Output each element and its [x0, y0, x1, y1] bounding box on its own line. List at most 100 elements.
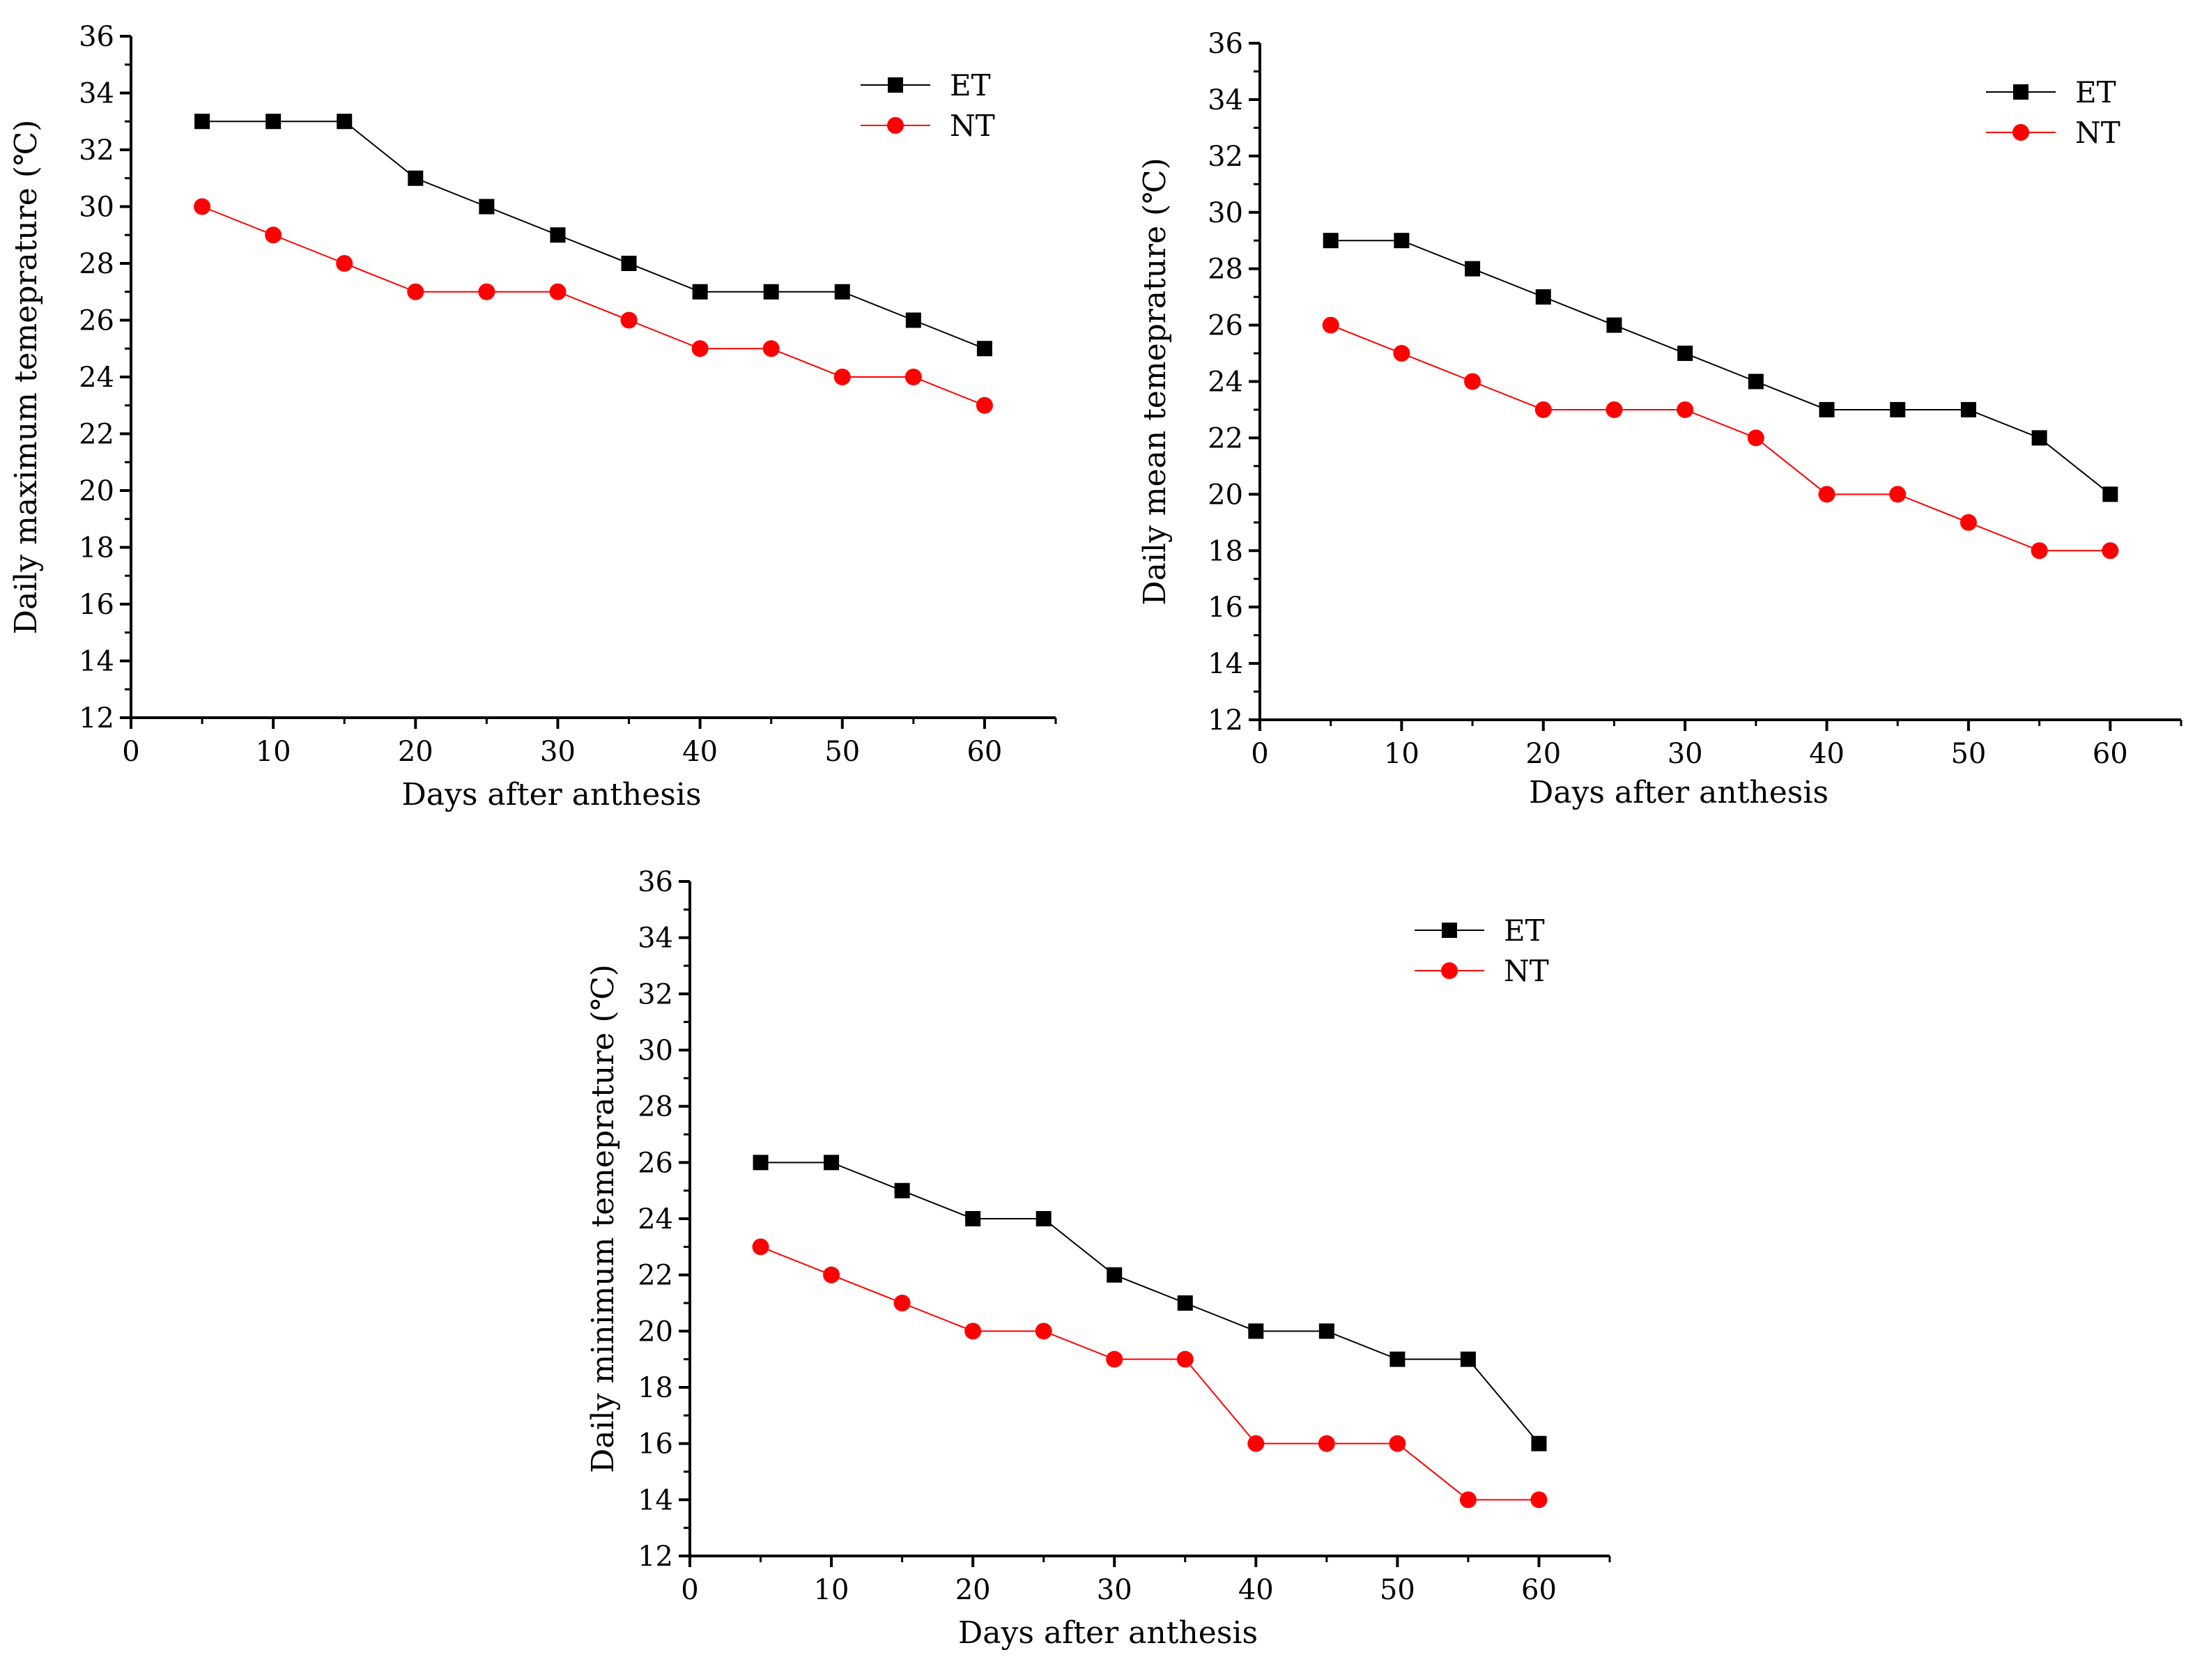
y-tick-label: 34 — [1208, 84, 1243, 116]
data-point-ET — [1465, 261, 1481, 277]
data-point-NT — [1459, 1491, 1477, 1509]
y-tick-label: 26 — [1208, 310, 1243, 342]
legend-label-ET: ET — [950, 68, 991, 102]
y-tick-label: 32 — [1208, 141, 1243, 173]
y-tick-label: 18 — [79, 532, 114, 564]
data-point-ET — [1535, 289, 1551, 305]
x-tick-label: 10 — [1384, 738, 1419, 770]
legend-marker-ET — [1442, 923, 1457, 938]
data-point-ET — [265, 114, 282, 130]
y-tick-label: 12 — [1208, 704, 1243, 737]
y-axis-title: Daily maximum temeprature (℃) — [8, 120, 44, 635]
x-tick-label: 30 — [1097, 1574, 1132, 1606]
x-axis-title: Days after anthesis — [1529, 775, 1828, 810]
data-point-NT — [1318, 1435, 1335, 1452]
x-axis-title: Days after anthesis — [958, 1615, 1258, 1651]
data-point-ET — [479, 199, 495, 215]
data-point-NT — [1322, 316, 1339, 334]
y-tick-label: 14 — [79, 646, 114, 678]
chart-daily-minimum: 12 14 16 18 20 22 24 26 28 30 32 34 36 0 10 20 30 40 50 60 D… — [585, 866, 1611, 1651]
chart-daily-maximum: 12 14 16 18 20 22 24 26 28 30 32 34 36 0 10 20 30 40 50 60 D… — [8, 21, 1057, 812]
data-point-NT — [823, 1266, 840, 1284]
y-tick-label: 22 — [79, 419, 114, 451]
data-point-ET — [1460, 1351, 1476, 1367]
y-tick-label: 34 — [79, 78, 114, 110]
legend-marker-ET — [2013, 84, 2028, 100]
data-point-NT — [762, 340, 780, 357]
y-tick-label: 20 — [638, 1316, 673, 1348]
data-point-ET — [621, 256, 637, 271]
data-point-NT — [478, 283, 495, 300]
data-point-ET — [1890, 401, 1906, 417]
x-tick-label: 50 — [824, 736, 860, 768]
data-point-ET — [1248, 1323, 1264, 1339]
x-tick-label: 10 — [814, 1574, 849, 1606]
y-tick-label: 28 — [79, 248, 114, 280]
data-point-NT — [1534, 401, 1552, 418]
data-point-NT — [752, 1238, 769, 1256]
y-tick-label: 22 — [638, 1260, 673, 1292]
y-tick-label: 24 — [638, 1203, 673, 1235]
data-point-ET — [824, 1155, 840, 1171]
legend-marker-NT — [2012, 124, 2029, 141]
data-point-NT — [904, 369, 922, 385]
data-point-NT — [1530, 1491, 1548, 1509]
y-tick-label: 14 — [638, 1484, 673, 1516]
data-point-NT — [964, 1323, 982, 1340]
data-point-NT — [265, 226, 282, 244]
y-tick-label: 36 — [1208, 28, 1243, 60]
legend-marker-NT — [887, 117, 904, 134]
data-point-NT — [1035, 1323, 1052, 1340]
x-tick-label: 0 — [1251, 738, 1268, 770]
series-line-NT — [1330, 324, 2111, 552]
data-point-ET — [194, 114, 210, 130]
x-axis-title: Days after anthesis — [401, 777, 701, 812]
y-tick-label: 30 — [638, 1035, 673, 1067]
x-tick-label: 30 — [540, 736, 576, 768]
data-point-NT — [1747, 429, 1764, 447]
y-tick-label: 18 — [638, 1372, 673, 1404]
x-tick-label: 50 — [1380, 1574, 1415, 1606]
data-point-ET — [550, 227, 566, 243]
x-tick-label: 40 — [1809, 738, 1845, 770]
y-tick-label: 30 — [79, 192, 114, 224]
data-point-ET — [1748, 373, 1764, 390]
y-tick-label: 36 — [79, 21, 114, 53]
y-tick-label: 26 — [638, 1147, 673, 1179]
data-point-NT — [1889, 486, 1907, 503]
data-point-ET — [1677, 346, 1693, 362]
y-tick-label: 36 — [638, 866, 673, 898]
x-tick-label: 0 — [681, 1574, 698, 1606]
data-point-ET — [1035, 1211, 1052, 1226]
data-point-NT — [1960, 514, 1977, 531]
y-tick-label: 24 — [1208, 367, 1243, 399]
legend-label-ET: ET — [2075, 75, 2116, 109]
data-point-ET — [1819, 401, 1835, 417]
y-tick-label: 34 — [638, 923, 673, 955]
data-point-ET — [1394, 233, 1410, 249]
data-point-NT — [1818, 486, 1835, 503]
x-tick-label: 30 — [1668, 738, 1703, 770]
data-point-NT — [976, 396, 993, 414]
data-point-ET — [408, 170, 424, 186]
y-tick-label: 32 — [79, 134, 114, 167]
series-line-NT — [201, 206, 985, 406]
legend-label-ET: ET — [1504, 914, 1545, 948]
data-point-NT — [549, 283, 567, 300]
data-point-NT — [1464, 373, 1481, 390]
data-point-ET — [1107, 1267, 1123, 1283]
series-line-ET — [202, 121, 985, 350]
x-tick-label: 20 — [955, 1574, 991, 1606]
x-tick-label: 60 — [1521, 1574, 1557, 1606]
x-tick-label: 40 — [682, 736, 718, 768]
series-line-NT — [760, 1246, 1539, 1501]
y-tick-label: 12 — [638, 1541, 673, 1573]
data-point-NT — [1106, 1350, 1123, 1368]
data-point-ET — [2031, 430, 2047, 446]
data-point-ET — [905, 312, 921, 328]
data-point-ET — [1606, 317, 1622, 333]
data-point-ET — [1960, 401, 1976, 417]
data-point-ET — [976, 341, 992, 357]
data-point-ET — [834, 284, 850, 300]
